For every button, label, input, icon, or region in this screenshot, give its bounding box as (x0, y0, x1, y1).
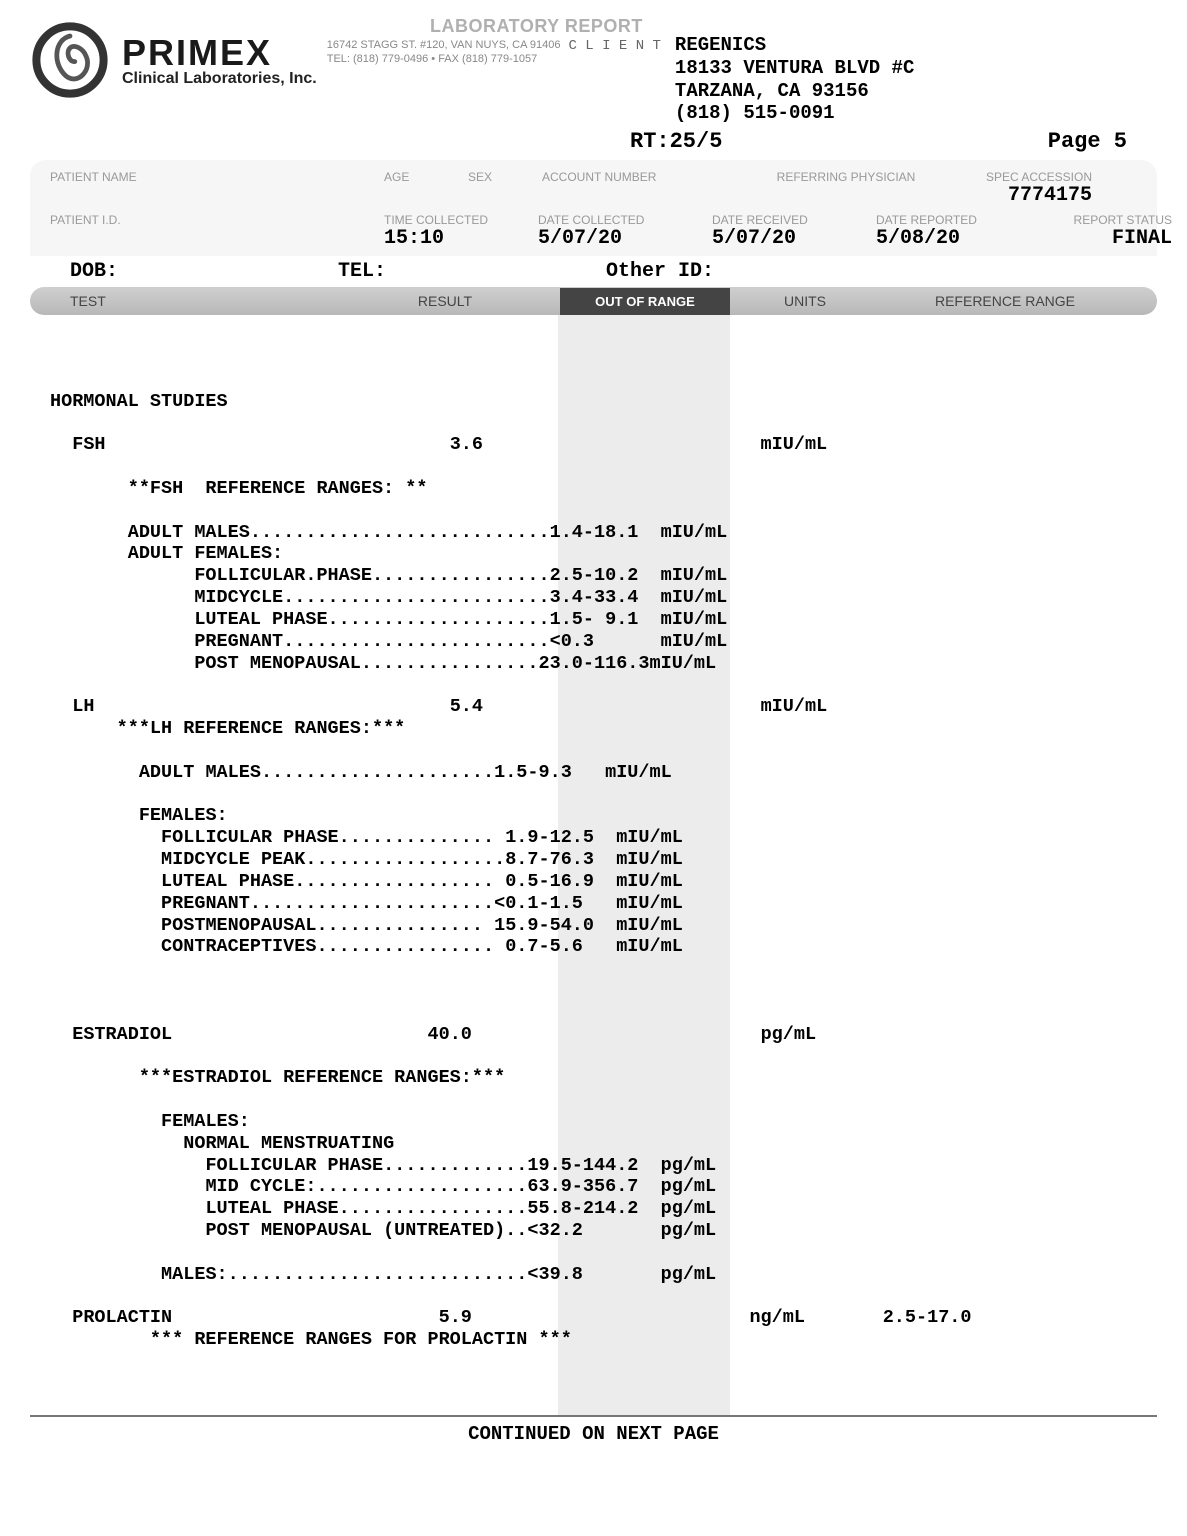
rt-value: RT:25/5 (630, 129, 722, 154)
client-addr: 18133 VENTURA BLVD #C (675, 57, 914, 79)
patient-header-box: PATIENT NAME AGE SEX ACCOUNT NUMBER REFE… (30, 160, 1157, 256)
estradiol-result: 40.0 (427, 1024, 471, 1045)
estradiol-males: MALES:...........................<39.8 p… (161, 1264, 716, 1285)
fsh-pregnant: PREGNANT........................<0.3 mIU… (128, 631, 728, 652)
lh-units: mIU/mL (761, 696, 828, 717)
tel-label: TEL: (338, 260, 386, 283)
continued-on-next-page: CONTINUED ON NEXT PAGE (30, 1423, 1157, 1465)
col-units: UNITS (730, 293, 880, 309)
estradiol-name: ESTRADIOL (72, 1024, 172, 1045)
brand-subtitle: Clinical Laboratories, Inc. (122, 70, 317, 88)
page-number: Page 5 (1048, 129, 1127, 154)
fsh-midcycle: MIDCYCLE........................3.4-33.4… (128, 587, 728, 608)
lab-report-page: LABORATORY REPORT PRIMEX Clinical Labora… (0, 0, 1187, 1475)
lab-address: 16742 STAGG ST. #120, VAN NUYS, CA 91406… (327, 38, 561, 67)
col-test: TEST (30, 293, 330, 309)
dob-tel-row: DOB: TEL: Other ID: (30, 256, 1157, 287)
prolactin-units: ng/mL (749, 1307, 805, 1328)
lh-females-hdr: FEMALES: (139, 805, 228, 826)
estradiol-ref-title: ***ESTRADIOL REFERENCE RANGES:*** (139, 1067, 505, 1088)
col-result: RESULT (330, 293, 560, 309)
lh-name: LH (72, 696, 94, 717)
col-out-of-range: OUT OF RANGE (560, 288, 730, 315)
lh-pregnant: PREGNANT......................<0.1-1.5 m… (139, 893, 683, 914)
estradiol-midcycle: MID CYCLE:...................63.9-356.7 … (161, 1176, 716, 1197)
lh-result: 5.4 (450, 696, 483, 717)
fsh-adult-males: ADULT MALES...........................1.… (128, 522, 728, 543)
spec-accession-value: 7774175 (960, 184, 1092, 207)
estradiol-units: pg/mL (761, 1024, 817, 1045)
lh-luteal: LUTEAL PHASE.................. 0.5-16.9 … (139, 871, 683, 892)
bottom-rule (30, 1415, 1157, 1417)
lh-midcycle: MIDCYCLE PEAK..................8.7-76.3 … (139, 849, 683, 870)
prolactin-ref-range: 2.5-17.0 (883, 1307, 972, 1328)
label-spec-acc: SPEC ACCESSION (960, 170, 1092, 184)
header-top: LABORATORY REPORT PRIMEX Clinical Labora… (30, 20, 1157, 125)
date-received-value: 5/07/20 (712, 227, 872, 250)
estradiol-postmeno: POST MENOPAUSAL (UNTREATED)..<32.2 pg/mL (161, 1220, 716, 1241)
client-phone: (818) 515-0091 (675, 102, 835, 124)
fsh-ref-title: **FSH REFERENCE RANGES: ** (128, 478, 428, 499)
column-headers: TEST RESULT OUT OF RANGE UNITS REFERENCE… (30, 287, 1157, 315)
fsh-follicular: FOLLICULAR.PHASE................2.5-10.2… (128, 565, 728, 586)
report-title: LABORATORY REPORT (430, 16, 643, 37)
fsh-adult-females-hdr: ADULT FEMALES: (128, 543, 283, 564)
label-age: AGE (384, 170, 464, 207)
report-status-value: FINAL (1040, 227, 1172, 250)
label-ref-phys: REFERRING PHYSICIAN (736, 170, 956, 207)
label-date-received: DATE RECEIVED (712, 213, 872, 227)
primex-logo-icon (30, 20, 110, 100)
label-sex: SEX (468, 170, 538, 207)
fsh-units: mIU/mL (761, 434, 828, 455)
dob-label: DOB: (70, 260, 118, 283)
client-info: REGENICS 18133 VENTURA BLVD #C TARZANA, … (675, 34, 914, 125)
label-date-reported: DATE REPORTED (876, 213, 1036, 227)
lh-contraceptives: CONTRACEPTIVES................ 0.7-5.6 m… (139, 936, 683, 957)
label-patient-name: PATIENT NAME (50, 170, 380, 207)
fsh-name: FSH (72, 434, 105, 455)
client-vertical-label: C L I E N T (569, 40, 661, 53)
estradiol-follicular: FOLLICULAR PHASE.............19.5-144.2 … (161, 1155, 716, 1176)
rt-page-row: RT:25/5 Page 5 (30, 129, 1157, 154)
prolactin-name: PROLACTIN (72, 1307, 172, 1328)
fsh-postmeno: POST MENOPAUSAL................23.0-116.… (128, 653, 716, 674)
label-account: ACCOUNT NUMBER (542, 170, 732, 207)
estradiol-normal-hdr: NORMAL MENSTRUATING (161, 1133, 394, 1154)
results-text: HORMONAL STUDIES FSH 3.6 mIU/mL **FSH RE… (30, 391, 1157, 1351)
date-collected-value: 5/07/20 (538, 227, 708, 250)
client-name: REGENICS (675, 34, 766, 56)
label-patient-id: PATIENT I.D. (50, 213, 380, 250)
lab-logo-block: PRIMEX Clinical Laboratories, Inc. (30, 20, 317, 100)
lh-adult-males: ADULT MALES.....................1.5-9.3 … (139, 762, 672, 783)
prolactin-ref-title: *** REFERENCE RANGES FOR PROLACTIN *** (150, 1329, 572, 1350)
estradiol-luteal: LUTEAL PHASE.................55.8-214.2 … (161, 1198, 716, 1219)
lh-postmeno: POSTMENOPAUSAL............... 15.9-54.0 … (139, 915, 683, 936)
estradiol-females-hdr: FEMALES: (161, 1111, 250, 1132)
label-time-collected: TIME COLLECTED (384, 213, 534, 227)
fsh-result: 3.6 (450, 434, 483, 455)
client-city: TARZANA, CA 93156 (675, 80, 869, 102)
col-reference-range: REFERENCE RANGE (880, 293, 1130, 309)
label-report-status: REPORT STATUS (1040, 213, 1172, 227)
prolactin-result: 5.9 (439, 1307, 472, 1328)
date-reported-value: 5/08/20 (876, 227, 1036, 250)
label-date-collected: DATE COLLECTED (538, 213, 708, 227)
section-hormonal: HORMONAL STUDIES (50, 391, 228, 412)
brand-name: PRIMEX (122, 32, 317, 74)
other-id-label: Other ID: (606, 260, 714, 283)
results-body: HORMONAL STUDIES FSH 3.6 mIU/mL **FSH RE… (30, 315, 1157, 1415)
fsh-luteal: LUTEAL PHASE....................1.5- 9.1… (128, 609, 728, 630)
lh-ref-title: ***LH REFERENCE RANGES:*** (117, 718, 406, 739)
lh-follicular: FOLLICULAR PHASE.............. 1.9-12.5 … (139, 827, 683, 848)
time-collected-value: 15:10 (384, 227, 534, 250)
